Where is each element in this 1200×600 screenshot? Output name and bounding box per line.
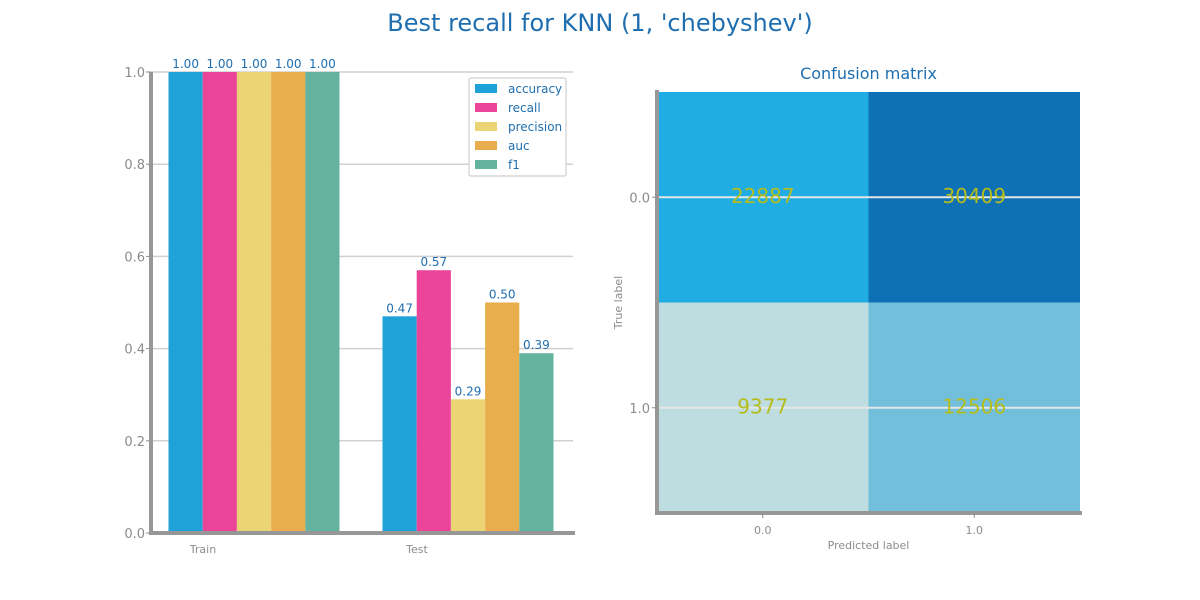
legend-label: accuracy <box>508 82 562 96</box>
bar-value-label: 0.57 <box>420 255 447 269</box>
x-axis-label: Predicted label <box>828 539 910 552</box>
legend-swatch <box>475 103 497 112</box>
confusion-matrix-title: Confusion matrix <box>800 64 937 83</box>
x-tick-label: Test <box>405 543 428 556</box>
matrix-cell-value: 12506 <box>942 394 1006 418</box>
y-tick-label: 0.0 <box>629 191 650 206</box>
y-axis-label: True label <box>612 276 625 330</box>
y-tick-label: 1.0 <box>629 402 650 417</box>
y-tick-label: 0.4 <box>124 343 145 358</box>
bar-value-label: 1.00 <box>172 57 199 71</box>
bar <box>271 72 306 533</box>
y-tick-label: 0.6 <box>124 250 145 265</box>
x-tick-label: Train <box>189 543 216 556</box>
bar <box>202 72 237 533</box>
matrix-cell-value: 30409 <box>942 184 1006 208</box>
confusion-matrix-chart: Confusion matrix 22887 30409 9377 12506 0.0 1.… <box>612 64 1082 552</box>
figure-title: Best recall for KNN (1, 'chebyshev') <box>387 9 812 37</box>
bar <box>519 353 554 533</box>
bar <box>485 302 520 533</box>
matrix-cell-value: 22887 <box>731 184 795 208</box>
bar-value-label: 1.00 <box>241 57 268 71</box>
legend-swatch <box>475 141 497 150</box>
legend-label: auc <box>508 139 530 153</box>
bar <box>236 72 272 533</box>
legend-swatch <box>475 160 497 169</box>
bar-value-label: 0.39 <box>523 338 550 352</box>
legend-label: f1 <box>508 158 520 172</box>
bar-value-label: 0.29 <box>455 384 482 398</box>
y-tick-label: 1.0 <box>124 66 145 81</box>
legend-swatch <box>475 84 497 93</box>
bar <box>450 399 486 533</box>
legend-label: recall <box>508 101 541 115</box>
bar <box>382 316 417 533</box>
x-tick-label: 0.0 <box>754 524 772 537</box>
matrix-cell-value: 9377 <box>737 394 788 418</box>
legend-label: precision <box>508 120 562 134</box>
y-tick-label: 0.0 <box>124 527 145 542</box>
bar-value-label: 1.00 <box>206 57 233 71</box>
y-tick-label: 0.8 <box>124 158 145 173</box>
bar-value-label: 0.50 <box>489 288 516 302</box>
legend: accuracy recall precision auc f1 <box>468 77 567 177</box>
x-tick-label: 1.0 <box>966 524 984 537</box>
y-tick-label: 0.2 <box>124 435 145 450</box>
bar <box>416 270 451 533</box>
bar <box>305 72 340 533</box>
legend-swatch <box>475 122 497 131</box>
bar-value-label: 1.00 <box>275 57 302 71</box>
legend-frame <box>468 77 567 177</box>
bar <box>168 72 203 533</box>
bar-chart: 0.0 0.2 0.4 0.6 0.8 1.0 1.00 0.47 1.00 0.57 1.00 0.… <box>124 57 575 556</box>
bar-value-label: 0.47 <box>386 301 413 315</box>
bar-value-label: 1.00 <box>309 57 336 71</box>
